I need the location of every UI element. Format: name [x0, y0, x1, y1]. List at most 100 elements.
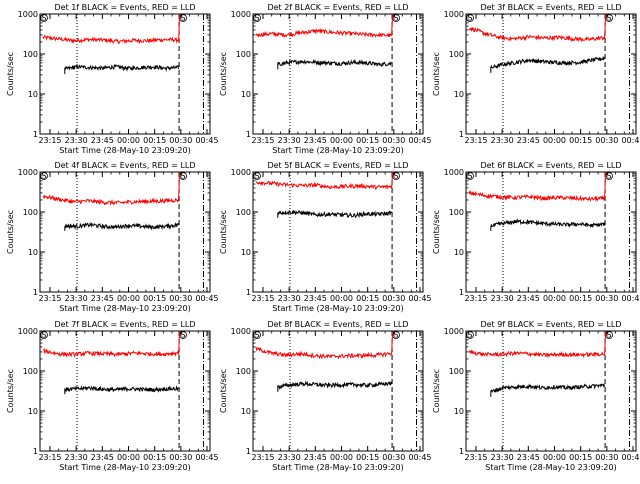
x-tick-label: 00:30: [382, 294, 405, 303]
lld-red-series: [255, 330, 394, 360]
y-axis-label: Counts/sec: [432, 52, 441, 96]
lld-red-series: [468, 13, 607, 43]
x-tick-label: 23:15: [464, 453, 487, 462]
x-tick-label: 00:15: [569, 453, 592, 462]
s-marker-label: S: [254, 14, 259, 23]
y-tick-label: 1: [246, 447, 251, 456]
s-marker-label: S: [41, 14, 46, 23]
s-marker-label: S: [394, 172, 399, 181]
lld-red-series: [42, 330, 181, 358]
x-axis-label: Start Time (28-May-10 23:09:20): [485, 463, 616, 472]
x-tick-label: 00:45: [408, 453, 431, 462]
y-tick-label: 10: [241, 407, 251, 416]
y-tick-label: 1: [33, 288, 38, 297]
y-axis-label: Counts/sec: [219, 210, 228, 254]
plot-frame: [39, 13, 211, 135]
s-marker-label: S: [41, 331, 46, 340]
x-axis-label: Start Time (28-May-10 23:09:20): [59, 304, 190, 313]
x-tick-label: 00:45: [195, 453, 218, 462]
x-tick-label: 23:15: [251, 453, 274, 462]
x-tick-label: 00:15: [356, 136, 379, 145]
s-marker-circle: [466, 14, 474, 22]
y-tick-label: 10: [28, 407, 38, 416]
x-tick-label: 00:15: [143, 453, 166, 462]
s-marker-circle: [40, 331, 48, 339]
x-tick-label: 00:15: [356, 294, 379, 303]
y-tick-label: 1: [459, 447, 464, 456]
x-tick-label: 00:00: [543, 136, 566, 145]
y-axis-label: Counts/sec: [6, 210, 15, 254]
x-tick-label: 00:30: [595, 294, 618, 303]
s-marker-circle: [253, 14, 261, 22]
y-axis-label: Counts/sec: [432, 369, 441, 413]
y-axis-label: Counts/sec: [219, 52, 228, 96]
plot-frame: [465, 330, 637, 452]
y-tick-label: 100: [236, 367, 251, 376]
x-axis-label: Start Time (28-May-10 23:09:20): [272, 146, 403, 155]
x-tick-label: 23:45: [517, 294, 540, 303]
x-tick-label: 00:15: [569, 294, 592, 303]
x-tick-label: 23:15: [38, 136, 61, 145]
lld-red-series: [42, 13, 181, 45]
s-marker-circle: [466, 331, 474, 339]
x-tick-label: 00:45: [621, 453, 640, 462]
s-marker-label: S: [181, 172, 186, 181]
y-axis-label: Counts/sec: [219, 369, 228, 413]
y-tick-label: 1: [459, 130, 464, 139]
y-tick-label: 1000: [18, 327, 38, 336]
x-tick-label: 23:45: [304, 294, 327, 303]
y-tick-label: 100: [236, 208, 251, 217]
x-tick-label: 00:15: [356, 453, 379, 462]
events-black-series: [277, 58, 392, 70]
x-tick-label: 00:45: [195, 294, 218, 303]
x-tick-label: 00:30: [595, 136, 618, 145]
events-black-series: [64, 385, 179, 395]
plot-frame: [465, 13, 637, 135]
y-tick-label: 10: [241, 90, 251, 99]
events-black-series: [490, 56, 606, 73]
events-black-series: [277, 209, 392, 219]
plot-title: Det 9f BLACK = Events, RED = LLD: [480, 320, 621, 329]
x-tick-label: 00:00: [330, 453, 353, 462]
plot-frame: [465, 171, 637, 293]
x-axis-label: Start Time (28-May-10 23:09:20): [59, 463, 190, 472]
plot-title: Det 3f BLACK = Events, RED = LLD: [480, 3, 621, 12]
x-tick-label: 00:30: [169, 136, 192, 145]
y-tick-label: 10: [28, 90, 38, 99]
s-marker-label: S: [467, 14, 472, 23]
x-tick-label: 00:30: [382, 453, 405, 462]
x-tick-label: 23:30: [65, 136, 88, 145]
x-tick-label: 23:45: [91, 136, 114, 145]
x-tick-label: 00:45: [621, 136, 640, 145]
x-tick-label: 23:30: [491, 136, 514, 145]
plot-title: Det 8f BLACK = Events, RED = LLD: [267, 320, 408, 329]
y-tick-label: 100: [236, 50, 251, 59]
y-tick-label: 1000: [231, 327, 251, 336]
s-marker-label: S: [607, 14, 612, 23]
x-tick-label: 23:15: [38, 294, 61, 303]
x-tick-label: 00:00: [330, 294, 353, 303]
y-tick-label: 1000: [444, 10, 464, 19]
plot-frame: [39, 171, 211, 293]
plot-frame: [252, 330, 424, 452]
x-tick-label: 00:15: [143, 294, 166, 303]
lld-red-series: [42, 171, 181, 206]
x-tick-label: 00:30: [595, 453, 618, 462]
y-tick-label: 1: [33, 447, 38, 456]
y-tick-label: 100: [449, 367, 464, 376]
x-tick-label: 23:15: [464, 136, 487, 145]
x-tick-label: 00:30: [169, 453, 192, 462]
y-axis-label: Counts/sec: [6, 52, 15, 96]
s-marker-circle: [40, 172, 48, 180]
plot-frame: [39, 330, 211, 452]
x-tick-label: 00:45: [195, 136, 218, 145]
s-marker-label: S: [41, 172, 46, 181]
x-tick-label: 00:00: [330, 136, 353, 145]
y-tick-label: 1: [246, 130, 251, 139]
x-tick-label: 23:15: [464, 294, 487, 303]
s-marker-label: S: [607, 172, 612, 181]
x-tick-label: 23:30: [278, 294, 301, 303]
s-marker-label: S: [181, 14, 186, 23]
